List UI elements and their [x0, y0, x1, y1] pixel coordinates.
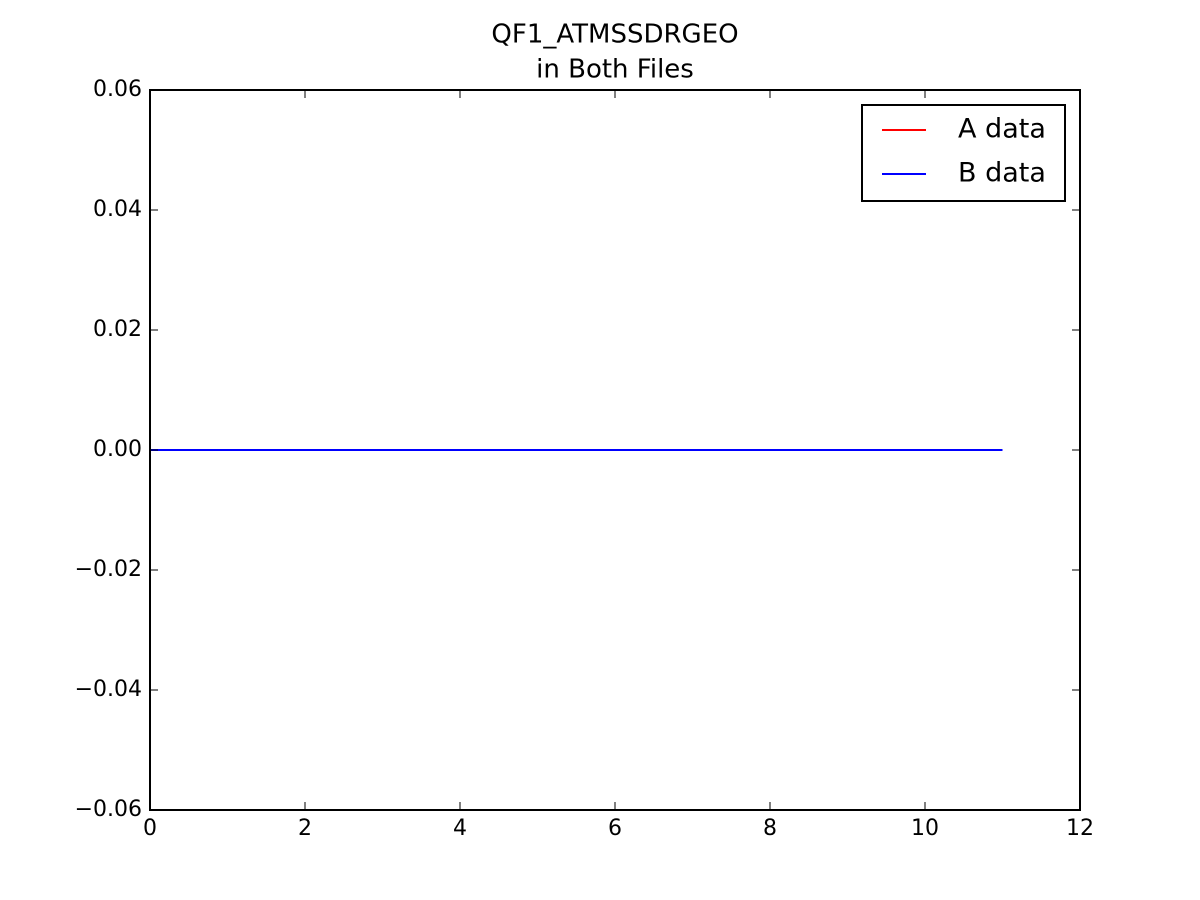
y-tick-label: 0.00 — [93, 437, 142, 462]
x-tick-label: 8 — [763, 816, 777, 841]
legend-label: A data — [958, 114, 1046, 145]
x-tick-label: 0 — [143, 816, 157, 841]
legend-box — [861, 104, 1066, 202]
y-tick-label: −0.04 — [75, 677, 142, 702]
x-tick-label: 10 — [911, 816, 939, 841]
chart-title: in Both Files — [536, 55, 694, 85]
y-tick-label: −0.06 — [75, 797, 142, 822]
y-tick-label: 0.04 — [93, 197, 142, 222]
x-tick-label: 6 — [608, 816, 622, 841]
chart-title: QF1_ATMSSDRGEO — [491, 20, 738, 50]
y-tick-label: 0.02 — [93, 317, 142, 342]
x-tick-label: 4 — [453, 816, 467, 841]
plot-frame — [149, 89, 1081, 811]
y-tick-label: −0.02 — [75, 557, 142, 582]
x-tick-label: 12 — [1066, 816, 1094, 841]
legend-label: B data — [958, 158, 1046, 189]
x-tick-label: 2 — [298, 816, 312, 841]
y-tick-label: 0.06 — [93, 77, 142, 102]
